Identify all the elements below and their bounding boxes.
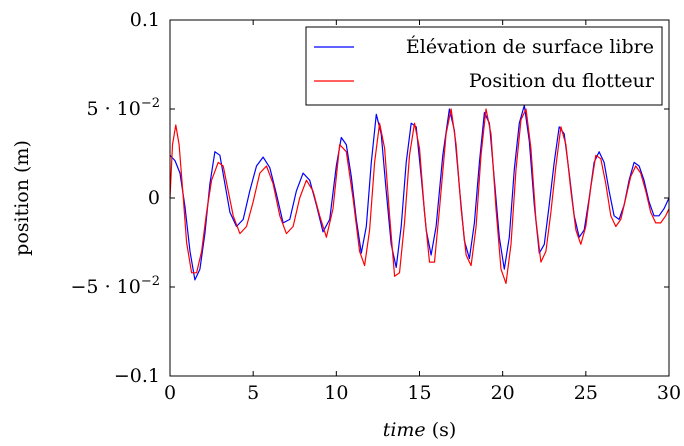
- axis-tick-labels: 0 5 10 15 20 25 30 −0.1 −5 · 10−2 0 5 · 10−2 0.1: [71, 9, 682, 404]
- x-tick-label: 0: [164, 382, 176, 404]
- legend: Élévation de surface libre Position du f…: [305, 26, 663, 106]
- x-tick-label: 10: [324, 382, 348, 404]
- y-tick-label: −5 · 10−2: [71, 274, 160, 298]
- y-tick-label: 0.1: [130, 9, 160, 31]
- x-axis-label: time (s): [383, 419, 457, 441]
- x-tick-label: 20: [491, 382, 515, 404]
- y-tick-exponent: −2: [141, 274, 160, 289]
- axis-ticks: [169, 19, 670, 377]
- legend-label-float-position: Position du flotteur: [469, 70, 655, 92]
- x-tick-label: 15: [407, 382, 431, 404]
- y-axis-label: position (m): [11, 140, 33, 256]
- y-tick-exponent: −2: [141, 96, 160, 111]
- x-tick-label: 30: [657, 382, 681, 404]
- plot-area: [169, 104, 670, 284]
- x-axis-label-main: time: [383, 419, 426, 441]
- x-tick-label: 25: [574, 382, 598, 404]
- series-line-float-position: [169, 108, 670, 284]
- legend-label-elevation: Élévation de surface libre: [406, 35, 654, 58]
- y-tick-label: −0.1: [114, 365, 160, 387]
- series-line-elevation: [169, 104, 670, 281]
- legend-box: [305, 26, 663, 106]
- y-tick-label: 0: [148, 187, 160, 209]
- x-tick-label: 5: [247, 382, 259, 404]
- y-tick-label: 5 · 10−2: [86, 96, 160, 120]
- x-axis-label-unit: (s): [426, 419, 457, 441]
